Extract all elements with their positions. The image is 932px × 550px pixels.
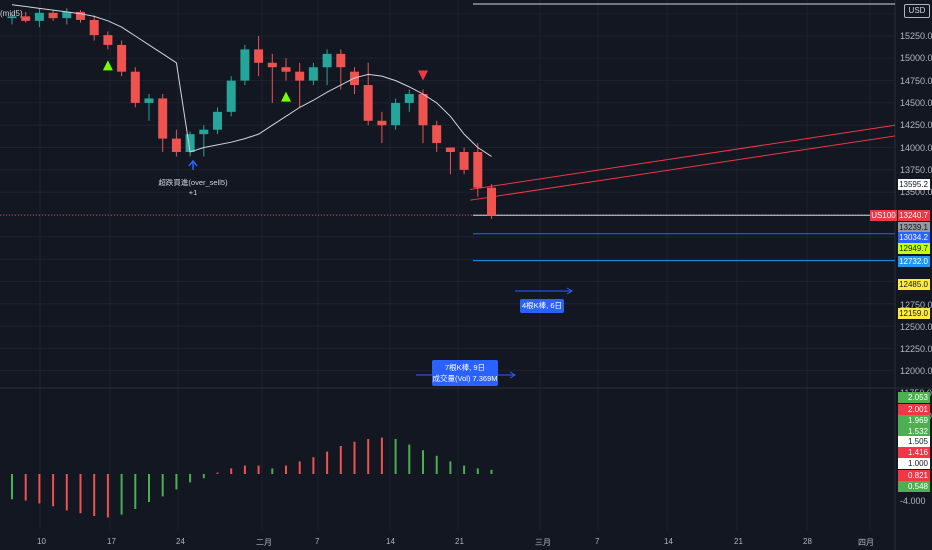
- series-label: (mid5): [0, 9, 23, 18]
- price-axis-label: 14250.0: [900, 120, 932, 130]
- price-axis-label: 13750.0: [900, 165, 932, 175]
- signal-text: 超跌買進(over_sell5): [158, 178, 228, 187]
- date-axis-label: 28: [803, 537, 812, 546]
- osc-tag: 0.821: [898, 470, 930, 481]
- osc-tag: 1.969: [898, 415, 930, 426]
- buy-marker-icon: [281, 91, 291, 102]
- date-axis-label: 21: [734, 537, 743, 546]
- candle-body: [281, 67, 291, 72]
- candle-body: [117, 44, 127, 72]
- signal-count: +1: [188, 188, 198, 197]
- osc-axis-label: -4.000: [900, 496, 926, 506]
- candle-body: [240, 49, 250, 81]
- candle-body: [418, 94, 428, 126]
- sell-marker-icon: [418, 70, 428, 81]
- price-axis-label: 14500.0: [900, 98, 932, 108]
- price-axis-label: 14750.0: [900, 76, 932, 86]
- price-axis-label: 14000.0: [900, 143, 932, 153]
- candle-body: [199, 129, 209, 135]
- price-axis-label: 13500.0: [900, 187, 932, 197]
- price-axis-label: 15000.0: [900, 53, 932, 63]
- osc-tag: 1.416: [898, 447, 930, 458]
- date-axis-label: 三月: [535, 538, 551, 547]
- measure-box-2[interactable]: 7根K棒, 9日 成交量(Vol) 7.369M: [432, 360, 498, 386]
- candle-body: [144, 98, 154, 103]
- measure-box-2-bars: 7根K棒, 9日: [444, 363, 485, 372]
- date-axis-label: 二月: [256, 538, 272, 547]
- price-tag: 12159.0: [898, 308, 930, 319]
- price-tag: 12732.0: [898, 256, 930, 267]
- date-axis-label: 7: [595, 537, 600, 546]
- candle-body: [267, 62, 277, 68]
- candle-body: [226, 80, 236, 112]
- candle-body: [103, 35, 113, 45]
- arrow-right-icon: [566, 287, 573, 295]
- measure-box-2-volume: 成交量(Vol) 7.369M: [432, 374, 498, 383]
- symbol-price-tag: US100: [870, 210, 897, 221]
- price-tag: 13595.2: [898, 179, 930, 190]
- osc-tag: 1.000: [898, 458, 930, 469]
- price-tag: 13034.2: [898, 232, 930, 243]
- candle-body: [363, 85, 373, 121]
- osc-tag: 2.001: [898, 404, 930, 415]
- price-tag: 12949.7: [898, 243, 930, 254]
- channel-lower: [469, 135, 896, 201]
- candle-body: [185, 134, 195, 152]
- candle-body: [213, 111, 222, 130]
- candle-body: [48, 12, 58, 19]
- date-axis-label: 17: [107, 537, 116, 546]
- candle-body: [377, 120, 387, 126]
- candle-body: [391, 102, 401, 126]
- price-tag: 12485.0: [898, 279, 930, 290]
- candle-body: [473, 152, 483, 188]
- candle-body: [7, 16, 17, 19]
- osc-tag: 1.532: [898, 426, 930, 437]
- arrow-right-icon: [509, 371, 516, 379]
- price-tag: 13240.7: [898, 210, 930, 221]
- candle-body: [21, 16, 31, 21]
- moving-average-line: [11, 4, 492, 157]
- candle-body: [322, 53, 332, 68]
- date-axis-label: 14: [664, 537, 673, 546]
- date-axis-label: 7: [315, 537, 320, 546]
- signal-arrow-icon: [188, 159, 198, 170]
- date-axis-label: 四月: [858, 538, 874, 547]
- candle-body: [89, 19, 99, 36]
- candle-body: [432, 125, 442, 144]
- candle-body: [487, 187, 496, 216]
- measure-box-1[interactable]: 4根K棒, 6日: [520, 299, 564, 313]
- price-tag: 13239.1: [898, 222, 930, 233]
- measure-box-1-text: 4根K棒, 6日: [521, 301, 562, 310]
- candle-body: [76, 11, 85, 20]
- osc-tag: 2.053: [898, 392, 930, 403]
- date-axis-label: 24: [176, 537, 185, 546]
- price-axis-label: 15250.0: [900, 31, 932, 41]
- candle-body: [336, 53, 346, 68]
- candle-body: [308, 67, 318, 81]
- candle-body: [445, 147, 455, 152]
- date-axis-label: 21: [455, 537, 464, 546]
- candle-body: [158, 98, 168, 139]
- price-axis-label: 12750.0: [900, 300, 932, 310]
- date-axis-label: 10: [37, 537, 46, 546]
- candle-body: [171, 138, 181, 152]
- candle-body: [34, 12, 44, 21]
- currency-badge[interactable]: USD: [904, 4, 930, 18]
- price-axis-label: 12250.0: [900, 344, 932, 354]
- signal-label: 超跌買進(over_sell5) +1: [153, 177, 233, 197]
- buy-marker-icon: [102, 60, 113, 71]
- candle-body: [62, 11, 72, 19]
- channel-upper: [469, 124, 896, 190]
- candle-body: [130, 71, 140, 103]
- candle-body: [295, 71, 305, 81]
- date-axis-label: 14: [386, 537, 395, 546]
- candle-body: [459, 152, 469, 170]
- price-axis-label: 12500.0: [900, 322, 932, 332]
- candle-body: [404, 94, 414, 103]
- osc-tag: 1.505: [898, 436, 930, 447]
- osc-tag: 0.548: [898, 481, 930, 492]
- price-axis-label: 12000.0: [900, 366, 932, 376]
- candle-body: [254, 49, 264, 63]
